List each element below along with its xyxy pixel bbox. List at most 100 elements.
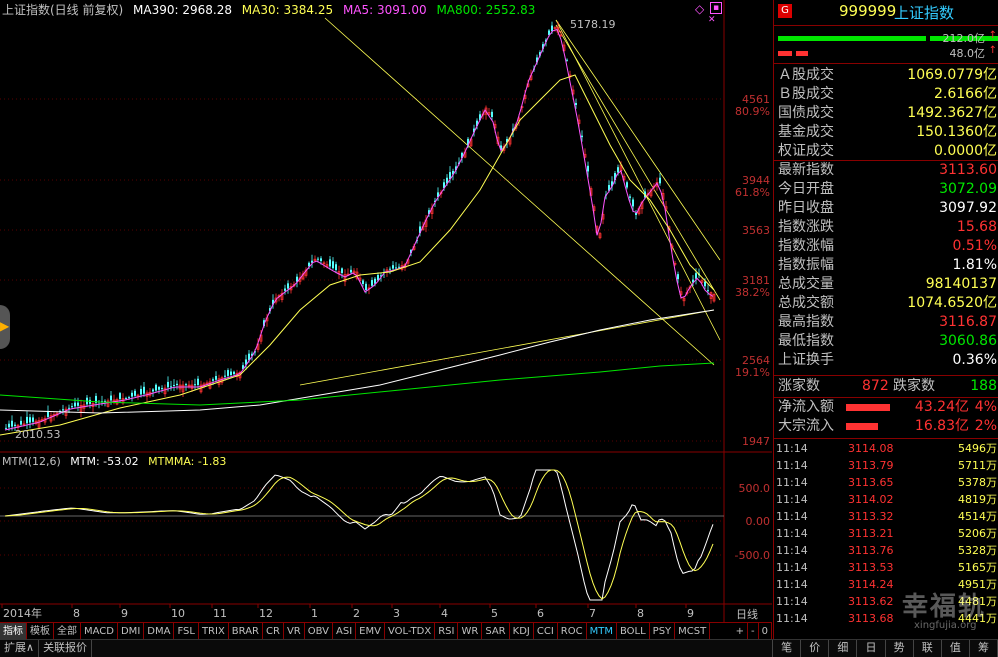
- diamond-icon[interactable]: ◇: [695, 2, 705, 16]
- breadth-row: 涨家数 872 跌家数 188: [778, 377, 997, 396]
- tick-row: 11:14 3113.79 5711万: [776, 457, 997, 474]
- related-quotes-tab[interactable]: 关联报价: [39, 640, 93, 657]
- tick-row: 11:14 3113.68 4441万: [776, 610, 997, 627]
- candle-body: [341, 268, 343, 273]
- indicator-tab-dmi[interactable]: DMI: [118, 623, 145, 640]
- candle-body: [280, 292, 284, 301]
- flow-value: 16.83亿: [914, 418, 969, 434]
- collapse-icon[interactable]: ✕: [708, 15, 716, 25]
- quote-row: 指数涨幅 0.51%: [778, 237, 997, 256]
- indicator-tab-fsl[interactable]: FSL: [174, 623, 199, 640]
- quote-tab-0[interactable]: 笔: [773, 640, 802, 657]
- indicator-tab-全部[interactable]: 全部: [54, 623, 81, 640]
- trend-line-3: [555, 24, 721, 301]
- indicator-tab-wr[interactable]: WR: [458, 623, 483, 640]
- tick-volume: 4514万: [958, 510, 997, 523]
- tick-volume: 4441万: [958, 612, 997, 625]
- candle-body: [575, 102, 577, 105]
- candle-body: [79, 404, 83, 413]
- indicator-tab-roc[interactable]: ROC: [558, 623, 587, 640]
- indicator-tab-vr[interactable]: VR: [284, 623, 305, 640]
- indicator-tab-模板[interactable]: 模板: [27, 623, 54, 640]
- quote-tab-2[interactable]: 细: [829, 640, 858, 657]
- candle-body: [484, 107, 488, 115]
- indicator-tab-trix[interactable]: TRIX: [199, 623, 229, 640]
- candle-body: [329, 259, 331, 267]
- indicator-tab-mcst[interactable]: MCST: [675, 623, 711, 640]
- indicator-tab-dma[interactable]: DMA: [144, 623, 175, 640]
- mtm-y-tick-2: -500.0: [735, 549, 770, 562]
- candle-body: [365, 283, 367, 290]
- flow-label: 大宗流入: [778, 418, 834, 434]
- candle-body: [617, 167, 619, 173]
- indicator-tab-brar[interactable]: BRAR: [229, 623, 263, 640]
- indicator-tab-asi[interactable]: ASI: [333, 623, 357, 640]
- buy-volume-bar-2: [930, 36, 998, 41]
- quote-tab-6[interactable]: 值: [942, 640, 970, 657]
- buy-volume-bar: [778, 36, 926, 41]
- candle-body: [254, 351, 256, 353]
- candle-body: [395, 267, 397, 269]
- indicator-tab-boll[interactable]: BOLL: [617, 623, 650, 640]
- candle-body: [233, 371, 235, 375]
- quote-tab-4[interactable]: 势: [886, 640, 914, 657]
- zoom-control-2[interactable]: 0: [759, 623, 772, 640]
- trend-line-4: [299, 309, 715, 386]
- y-pct-3: 38.2%: [735, 286, 770, 299]
- kline-chart[interactable]: 456180.9%394461.8%3563318138.2%256419.1%…: [0, 0, 772, 622]
- quote-tab-1[interactable]: 价: [801, 640, 830, 657]
- quote-row: 最新指数 3113.60: [778, 161, 997, 180]
- indicator-tab-kdj[interactable]: KDJ: [510, 623, 534, 640]
- indicator-tab-emv[interactable]: EMV: [356, 623, 385, 640]
- indicator-tab-cr[interactable]: CR: [263, 623, 284, 640]
- quote-row-label: 今日开盘: [778, 181, 834, 197]
- indicator-tab-obv[interactable]: OBV: [305, 623, 333, 640]
- indicator-tab-psy[interactable]: PSY: [650, 623, 676, 640]
- candle-body: [242, 365, 244, 370]
- candle-body: [566, 59, 568, 61]
- tick-price: 3113.53: [848, 561, 894, 574]
- candle-body: [362, 280, 364, 284]
- zoom-control-1[interactable]: -: [748, 623, 759, 640]
- kline-chart-area[interactable]: 4561 80.9% 3944 61.8% 3563 3181 38.2% 2564 19.1%…: [0, 0, 772, 622]
- candle-body: [272, 299, 274, 305]
- candle-body: [119, 393, 121, 399]
- quote-tab-7[interactable]: 筹: [970, 640, 998, 657]
- candle-body: [380, 275, 382, 277]
- indicator-tab-rsi[interactable]: RSI: [435, 623, 459, 640]
- bottom-tabs: 扩展∧ 关联报价 笔价细日势联值筹: [0, 639, 998, 657]
- candle-body: [125, 397, 127, 399]
- quote-name: 上证指数: [894, 4, 955, 22]
- zoom-control-0[interactable]: +: [733, 623, 749, 640]
- indicator-tab-指标[interactable]: 指标: [0, 623, 27, 640]
- indicator-tab-vol-tdx[interactable]: VOL-TDX: [385, 623, 436, 640]
- expand-tab[interactable]: 扩展∧: [0, 640, 40, 657]
- indicator-tab-cci[interactable]: CCI: [534, 623, 558, 640]
- tick-time: 11:14: [776, 561, 808, 574]
- candle-body: [659, 177, 661, 184]
- x-tick-4: 11: [213, 607, 227, 620]
- indicator-tab-macd[interactable]: MACD: [81, 623, 118, 640]
- candle-body: [26, 416, 28, 424]
- quote-row-value: 3116.87: [939, 314, 997, 330]
- candle-body: [539, 52, 541, 56]
- candle-body: [449, 172, 451, 179]
- quote-tab-5[interactable]: 联: [914, 640, 942, 657]
- side-toggle[interactable]: ▶: [0, 305, 10, 349]
- indicator-tab-sar[interactable]: SAR: [482, 623, 510, 640]
- close-icon[interactable]: ▪: [710, 2, 722, 14]
- quote-row-value: 1069.0779亿: [907, 67, 997, 83]
- candle-body: [455, 166, 457, 170]
- candle-body: [32, 417, 34, 422]
- candle-body: [551, 25, 553, 32]
- tick-price: 3114.02: [848, 493, 894, 506]
- period-label[interactable]: 日线: [736, 608, 758, 621]
- trend-line-1: [555, 19, 721, 341]
- quote-row-label: 指数涨跌: [778, 219, 834, 235]
- candle-body: [74, 402, 76, 407]
- mtm-legend: MTM(12,6) MTM: -53.02 MTMMA: -1.83: [2, 455, 232, 468]
- candle-body: [181, 384, 185, 393]
- indicator-tab-mtm[interactable]: MTM: [587, 623, 617, 640]
- quote-tab-3[interactable]: 日: [857, 640, 886, 657]
- y-tick-2564: 2564: [742, 354, 770, 367]
